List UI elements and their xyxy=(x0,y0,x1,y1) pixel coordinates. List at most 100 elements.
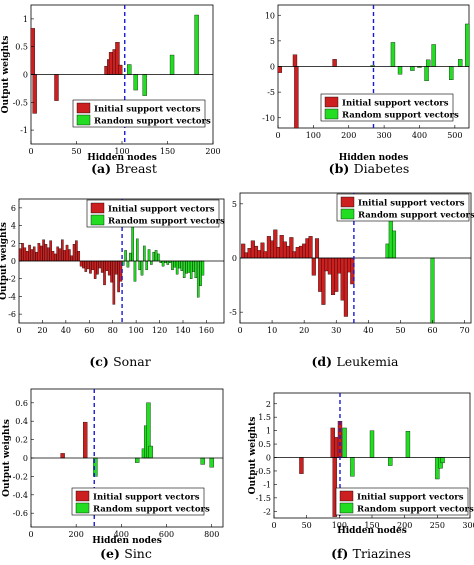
bar-random xyxy=(124,250,127,262)
x-axis-label: Hidden nodes xyxy=(92,536,162,546)
x-tick-label: 100 xyxy=(114,147,129,156)
legend-label-random: Random support vectors xyxy=(342,111,459,121)
legend-label-initial: Initial support vectors xyxy=(108,205,215,215)
bar-random xyxy=(201,260,205,276)
bar-random xyxy=(410,66,415,71)
panel-b: 0 100 200 300 400 500 -10 -5 0 5 10 Hidden nodes Ini… xyxy=(262,4,470,176)
x-tick-label: 300 xyxy=(376,131,391,140)
bar-random xyxy=(457,59,463,67)
panel-d: 0 10 20 30 40 50 60 70-505 Initial support vecto… xyxy=(229,192,474,369)
legend: Initial support vectors Random support ve… xyxy=(71,487,210,516)
legend-label-initial: Initial support vectors xyxy=(357,493,464,503)
panel-caption: (d) Leukemia xyxy=(312,354,399,369)
legend-box xyxy=(336,193,470,222)
bar-initial xyxy=(30,28,35,75)
legend-label-random: Random support vectors xyxy=(108,217,225,227)
caption-name: Sinc xyxy=(124,546,152,561)
legend-label-random: Random support vectors xyxy=(94,117,211,127)
x-axis-label: Hidden nodes xyxy=(337,526,407,536)
bar-initial xyxy=(30,249,34,262)
y-tick-label: -0.4 xyxy=(13,491,28,500)
legend-box xyxy=(71,487,205,516)
legend-swatch-random xyxy=(76,114,91,126)
bar-random xyxy=(178,260,181,269)
bar-random xyxy=(143,245,146,262)
x-tick-label: 0 xyxy=(237,326,242,335)
y-tick-label: 1 xyxy=(266,427,271,436)
legend: Initial support vectors Random support ve… xyxy=(86,199,225,228)
x-tick-label: 140 xyxy=(175,326,190,335)
y-tick-label: 1 xyxy=(23,15,28,24)
y-tick-label: -2 xyxy=(8,275,16,284)
y-tick-label: 0.5 xyxy=(15,43,28,52)
bar-initial xyxy=(68,249,71,262)
legend: Initial support vectors Random support ve… xyxy=(336,193,474,222)
y-tick-label: 10 xyxy=(265,11,275,20)
caption-name: Diabetes xyxy=(354,161,410,176)
bar-initial xyxy=(96,260,99,275)
bar-random xyxy=(161,260,165,267)
legend-swatch-random xyxy=(75,502,90,514)
bar-initial xyxy=(277,66,282,73)
y-tick-label: 6 xyxy=(11,204,16,213)
caption-letter: (f) xyxy=(331,546,353,561)
y-tick-label: -0.6 xyxy=(13,509,28,518)
y-tick-label: 0.2 xyxy=(15,436,28,445)
legend-swatch-initial xyxy=(90,202,105,214)
x-tick-label: 200 xyxy=(69,530,84,539)
panel-caption: (e) Sinc xyxy=(100,546,152,561)
bar-random xyxy=(342,427,347,458)
bar-initial xyxy=(98,260,102,269)
x-tick-label: 0 xyxy=(28,147,33,156)
legend-swatch-random xyxy=(340,208,355,220)
bar-initial xyxy=(70,255,73,262)
x-tick-label: 150 xyxy=(160,147,175,156)
legend-swatch-initial xyxy=(324,96,339,108)
bar-random xyxy=(140,260,144,276)
y-tick-label: -10 xyxy=(262,114,275,123)
x-tick-label: 0 xyxy=(28,530,33,539)
bar-random xyxy=(199,260,202,286)
bar-initial xyxy=(294,66,299,129)
bar-initial xyxy=(47,247,50,262)
bar-random xyxy=(154,250,158,262)
x-tick-label: 20 xyxy=(299,326,309,335)
bar-initial xyxy=(292,54,298,67)
y-tick-label: -4 xyxy=(8,292,16,301)
bar-initial xyxy=(118,64,123,75)
legend-swatch-random xyxy=(90,214,105,226)
x-tick-label: 500 xyxy=(447,131,462,140)
panel-f: 0 50 100 150 200 250 300 -2 -1.5 -1 -0.5 0 0.5 1 1.5 2 H… xyxy=(248,392,474,561)
legend-label-initial: Initial support vectors xyxy=(94,105,201,115)
bar-initial xyxy=(75,240,78,262)
x-tick-label: 50 xyxy=(302,521,312,530)
legend-box xyxy=(86,199,220,228)
bar-random xyxy=(449,66,454,80)
bar-random xyxy=(185,260,188,274)
bar-initial xyxy=(330,427,335,458)
x-axis-label: Hidden nodes xyxy=(87,153,157,163)
bar-initial xyxy=(100,260,104,273)
bar-initial xyxy=(49,240,52,262)
bar-initial xyxy=(21,243,24,262)
legend: Initial support vectors Random support ve… xyxy=(72,99,211,128)
y-tick-label: 4 xyxy=(11,222,16,231)
bar-random xyxy=(189,260,193,279)
x-tick-label: 70 xyxy=(459,326,469,335)
y-axis-label: Output weights xyxy=(1,36,11,114)
bar-initial xyxy=(105,260,109,271)
x-tick-label: 200 xyxy=(341,131,356,140)
bar-random xyxy=(152,251,155,262)
y-tick-label: 0 xyxy=(266,454,271,463)
x-tick-label: 60 xyxy=(427,326,437,335)
x-tick-label: 200 xyxy=(205,147,220,156)
legend: Initial support vectors Random support ve… xyxy=(320,93,459,122)
bar-initial xyxy=(72,243,76,262)
y-tick-label: 0.5 xyxy=(258,440,271,449)
legend-label-initial: Initial support vectors xyxy=(358,199,465,209)
y-tick-label: -5 xyxy=(267,88,275,97)
bar-initial xyxy=(117,260,120,293)
legend-label-initial: Initial support vectors xyxy=(93,493,200,503)
